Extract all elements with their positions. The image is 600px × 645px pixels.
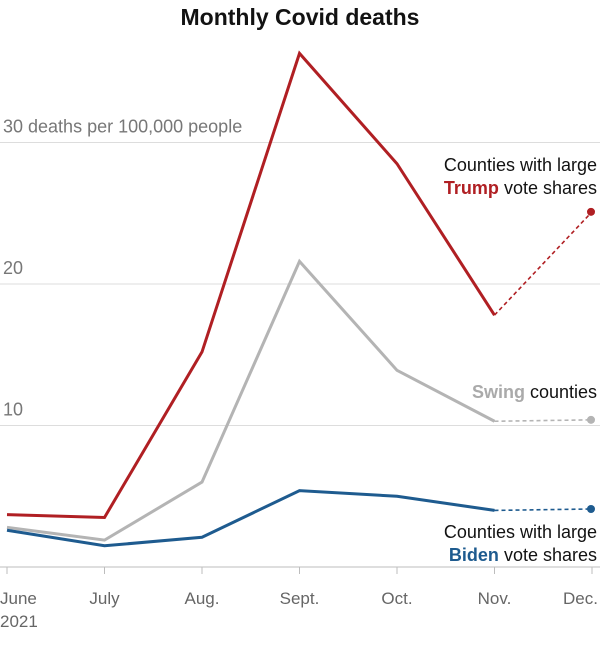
series-endpoint <box>587 415 595 424</box>
biden-label-line1: Counties with large <box>444 522 597 542</box>
y-axis-labels: 10 20 30 deaths per 100,000 people <box>3 117 242 420</box>
series-line <box>6 258 496 542</box>
series-lines <box>6 50 595 548</box>
series-projection <box>494 508 593 512</box>
x-axis: June July Aug. Sept. Oct. Nov. Dec. 2021 <box>0 567 598 631</box>
x-tick-label: Nov. <box>478 589 512 608</box>
x-tick-label: Sept. <box>280 589 320 608</box>
y-tick-label: 10 <box>3 400 23 420</box>
x-tick-sublabel: 2021 <box>0 612 38 631</box>
series-annotations: Counties with large Trump vote shares Swin… <box>444 155 597 565</box>
x-tick-label: Aug. <box>185 589 220 608</box>
swing-label: Swing counties <box>472 382 597 402</box>
trump-label-line1: Counties with large <box>444 155 597 175</box>
y-tick-label: 20 <box>3 258 23 278</box>
trump-label-line2: Trump vote shares <box>444 178 597 198</box>
biden-label-line2: Biden vote shares <box>449 545 597 565</box>
series-projection <box>493 211 593 316</box>
series-line <box>6 489 495 548</box>
series-projection <box>494 419 593 423</box>
x-tick-label: June <box>0 589 37 608</box>
series-endpoint <box>587 504 595 513</box>
x-tick-label: Oct. <box>381 589 412 608</box>
y-tick-label: 30 deaths per 100,000 people <box>3 117 242 137</box>
series-line <box>6 50 496 520</box>
gridlines <box>0 142 600 568</box>
x-tick-label: July <box>89 589 120 608</box>
series-endpoint <box>587 207 595 216</box>
x-tick-label: Dec. <box>563 589 598 608</box>
chart-title: Monthly Covid deaths <box>180 4 420 30</box>
